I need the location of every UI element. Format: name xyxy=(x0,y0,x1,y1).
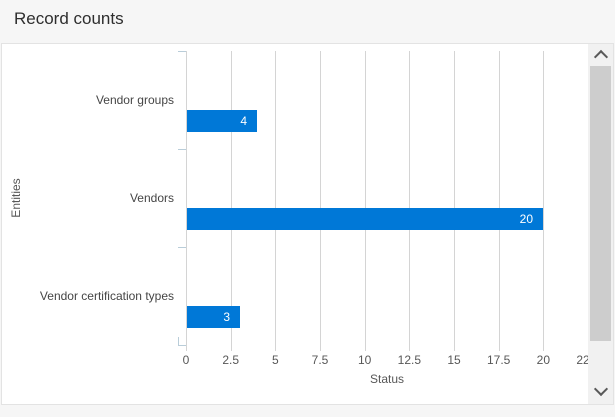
page-title: Record counts xyxy=(14,9,124,28)
gridline xyxy=(186,51,187,351)
x-tick-label: 20 xyxy=(536,353,550,367)
gridline xyxy=(364,51,366,351)
chart-card: Entities Status 02.557.51012.51517.52022… xyxy=(1,43,614,405)
bar-value-label: 4 xyxy=(240,114,247,128)
y-axis-tick xyxy=(178,247,186,248)
scroll-up-button[interactable] xyxy=(588,44,613,65)
bar[interactable]: 4 xyxy=(187,110,257,132)
vertical-scrollbar[interactable] xyxy=(588,44,613,404)
x-tick-label: 5 xyxy=(271,353,279,367)
y-axis-tick xyxy=(178,345,186,346)
gridline xyxy=(498,51,500,351)
gridline xyxy=(320,51,321,351)
x-axis-title: Status xyxy=(369,372,405,386)
chevron-up-icon xyxy=(593,49,608,65)
bar-value-label: 20 xyxy=(519,212,533,226)
bar[interactable]: 20 xyxy=(187,208,543,230)
x-tick-label: 2.5 xyxy=(222,353,239,367)
x-tick-label: 10 xyxy=(357,353,372,367)
y-axis-corner xyxy=(178,337,179,345)
x-tick-label: 12.5 xyxy=(397,353,421,367)
x-tick-label: 7.5 xyxy=(311,353,329,367)
gridline xyxy=(275,51,277,351)
scrollbar-thumb[interactable] xyxy=(590,66,611,341)
category-label: Vendor certification types xyxy=(39,289,174,303)
gridline xyxy=(543,51,545,351)
x-tick-label: 15 xyxy=(447,353,461,367)
x-tick-label: 17.5 xyxy=(486,353,511,367)
y-axis-tick xyxy=(178,51,186,52)
bar[interactable]: 3 xyxy=(187,306,240,328)
bar-value-label: 3 xyxy=(223,310,230,324)
scroll-down-button[interactable] xyxy=(588,381,613,401)
y-axis-tick xyxy=(178,149,186,150)
gridline xyxy=(230,51,232,351)
x-tick-label: 0 xyxy=(182,353,190,367)
category-label: Vendor groups xyxy=(95,93,174,107)
category-label: Vendors xyxy=(129,191,174,205)
record-counts-bar-chart: Entities Status 02.557.51012.51517.52022… xyxy=(2,44,613,404)
gridline xyxy=(409,51,411,351)
chevron-down-icon xyxy=(593,381,608,397)
gridline xyxy=(454,51,455,351)
